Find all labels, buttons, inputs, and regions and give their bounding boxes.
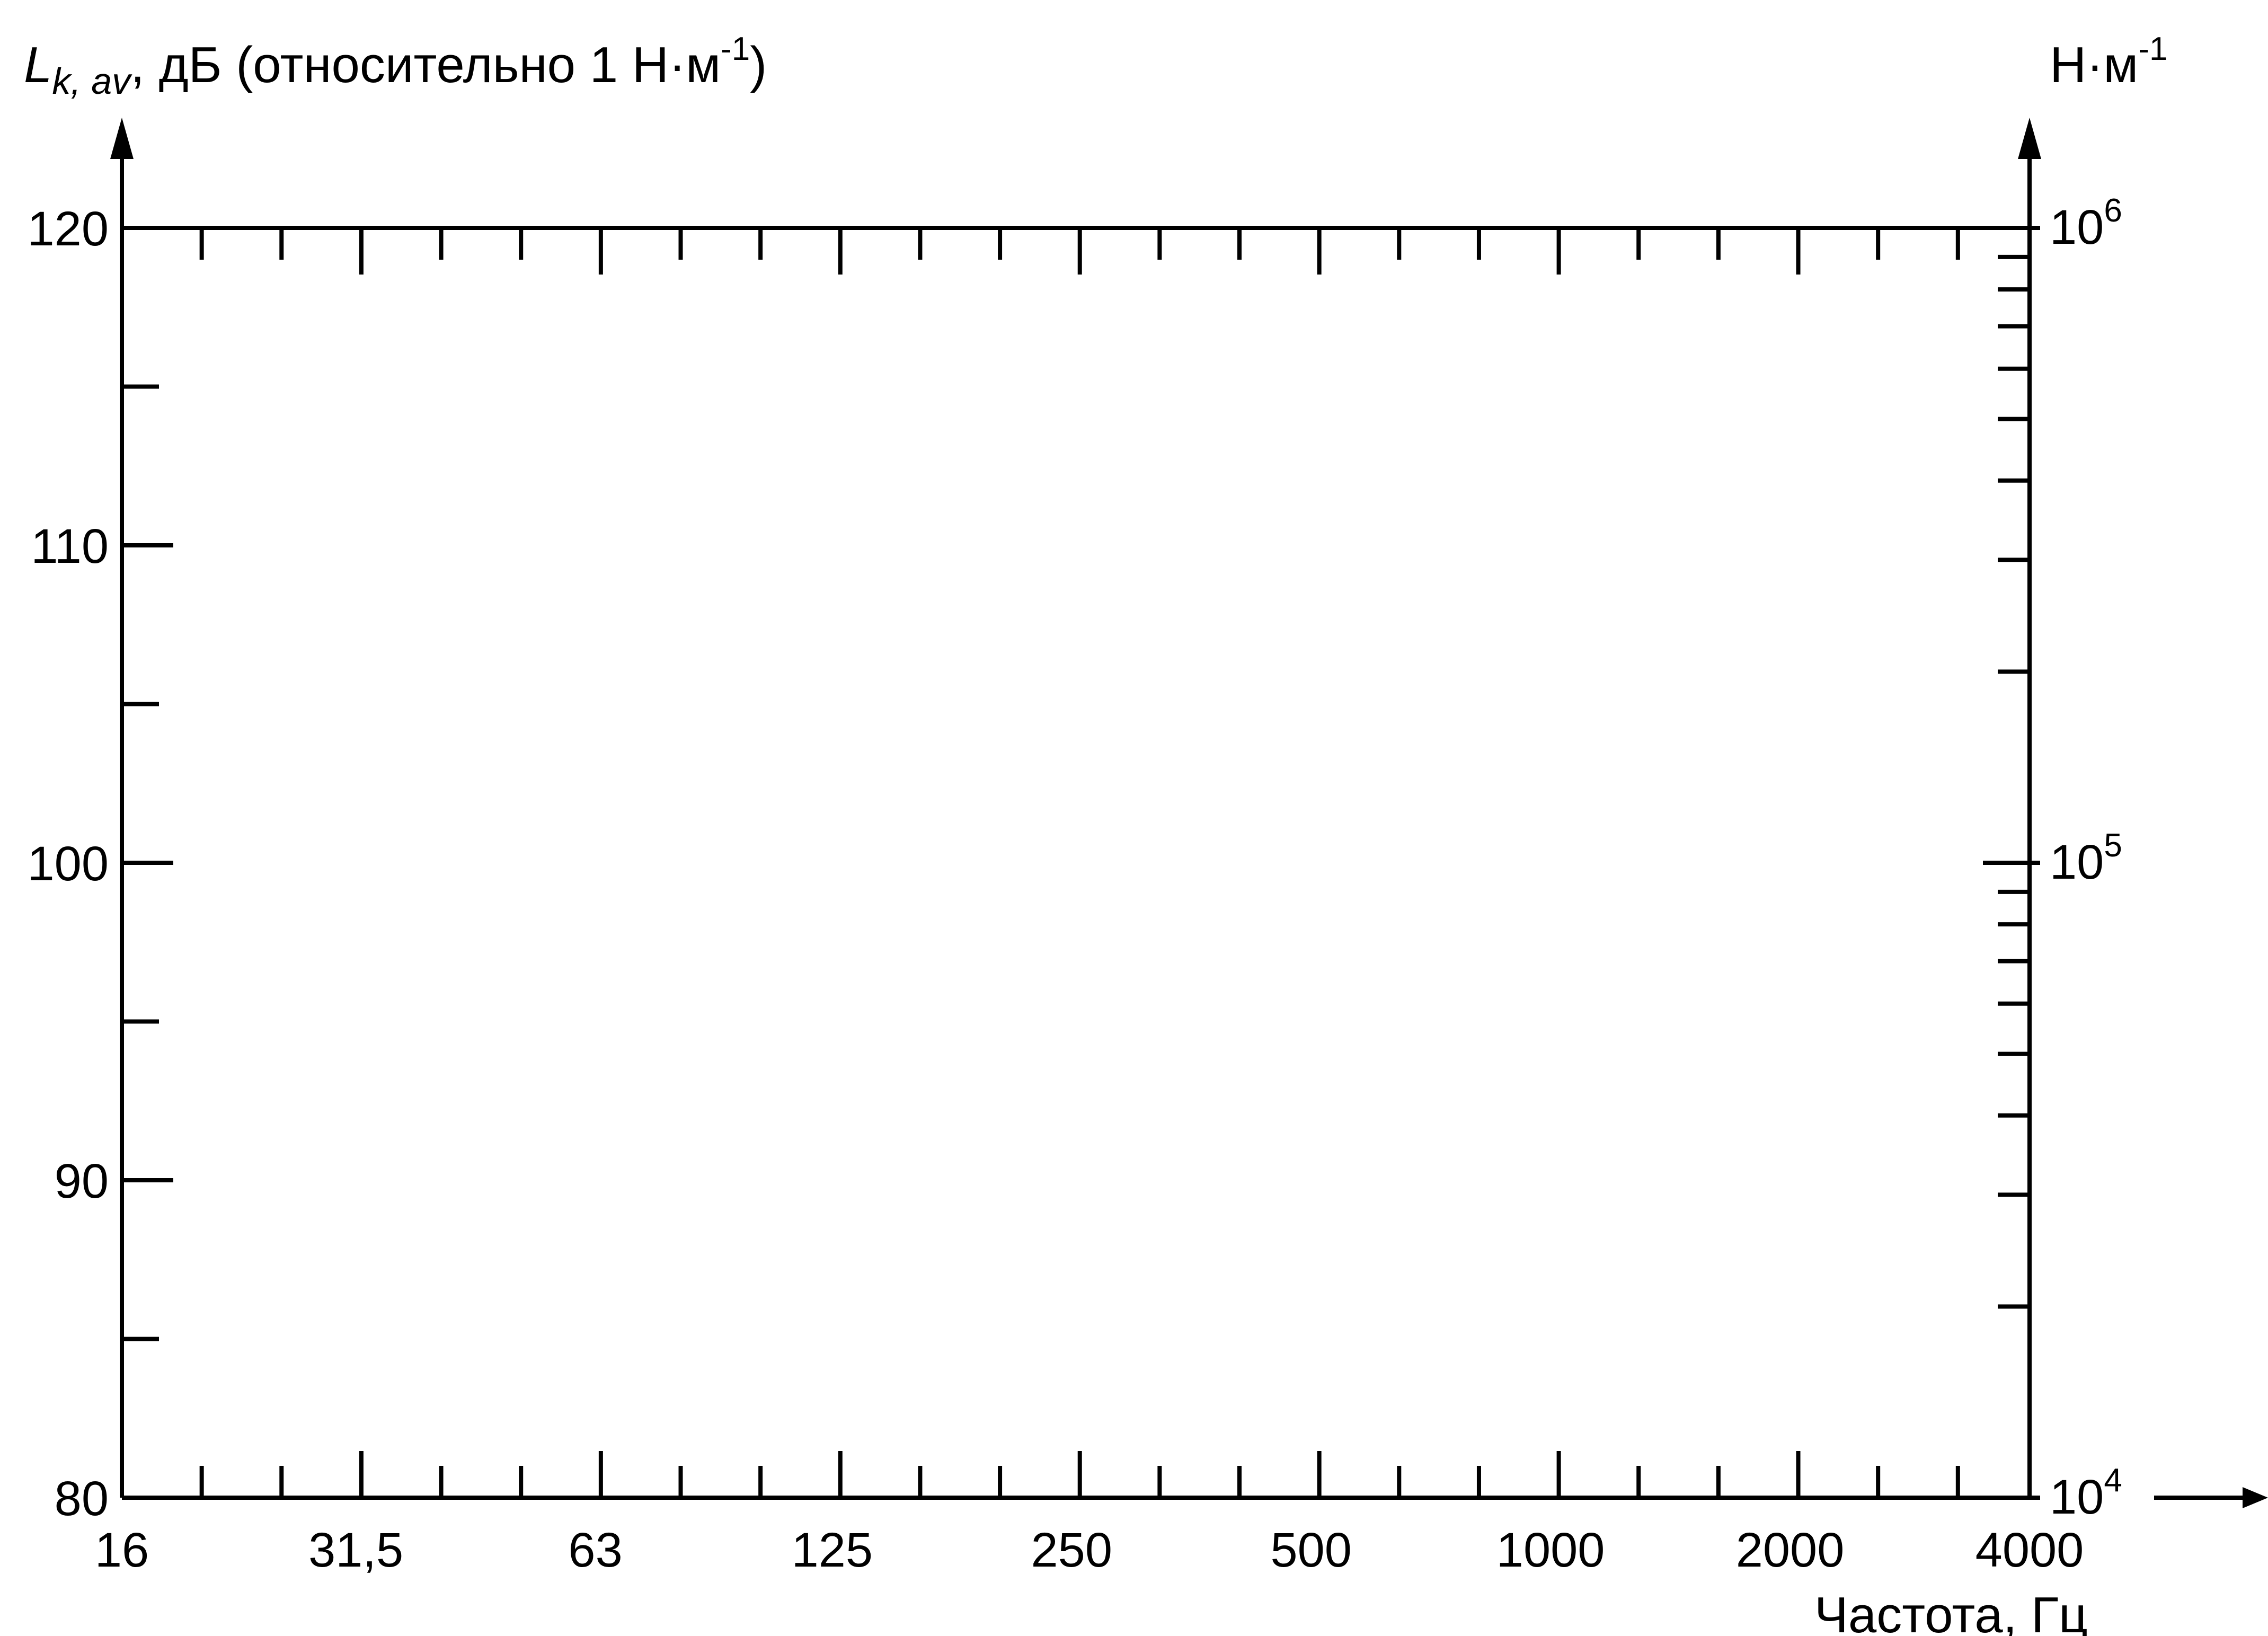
x-tick-group: 16 31,5 63 125 250 500 1000 2000 4000 <box>95 228 2084 1577</box>
left-tick-label: 80 <box>55 1472 109 1526</box>
right-tick-group: 106 105 104 <box>1983 192 2122 1524</box>
x-tick-label: 31,5 <box>308 1523 403 1577</box>
right-tick-label: 106 <box>2050 192 2122 254</box>
right-axis-arrow <box>2018 118 2041 159</box>
x-tick-label: 500 <box>1270 1523 1352 1577</box>
x-tick-label: 63 <box>568 1523 622 1577</box>
left-tick-label: 110 <box>31 519 109 573</box>
left-axis-label-close: ) <box>750 37 767 93</box>
left-tick-label: 90 <box>55 1154 109 1208</box>
right-axis-unit-sup: -1 <box>2138 31 2167 67</box>
left-axis-arrow <box>110 118 134 159</box>
frequency-arrow-head <box>2243 1487 2268 1508</box>
left-tick-label: 120 <box>28 202 109 256</box>
left-axis-label-sup: -1 <box>721 31 750 67</box>
left-tick-group: 120 110 100 90 80 <box>28 202 173 1526</box>
x-tick-label: 4000 <box>1975 1523 2084 1577</box>
left-tick-label: 100 <box>28 837 109 891</box>
right-axis-unit: Н·м-1 <box>2050 31 2167 93</box>
x-tick-label: 1000 <box>1496 1523 1605 1577</box>
right-axis-unit-main: Н·м <box>2050 37 2138 93</box>
x-axis-label: Частота, Гц <box>1814 1587 2088 1636</box>
left-axis-label-sub: k, av <box>52 60 132 102</box>
left-axis-label-rest: , дБ (относительно 1 Н·м <box>130 37 721 93</box>
left-axis-label: Lk, av, дБ (относительно 1 Н·м-1) <box>24 31 767 102</box>
left-axis-label-main: L <box>24 37 52 93</box>
right-tick-label: 105 <box>2050 827 2122 889</box>
x-tick-label: 125 <box>792 1523 873 1577</box>
right-tick-label: 104 <box>2050 1462 2122 1524</box>
x-tick-label: 250 <box>1031 1523 1113 1577</box>
x-tick-label: 16 <box>95 1523 149 1577</box>
x-tick-label: 2000 <box>1736 1523 1845 1577</box>
